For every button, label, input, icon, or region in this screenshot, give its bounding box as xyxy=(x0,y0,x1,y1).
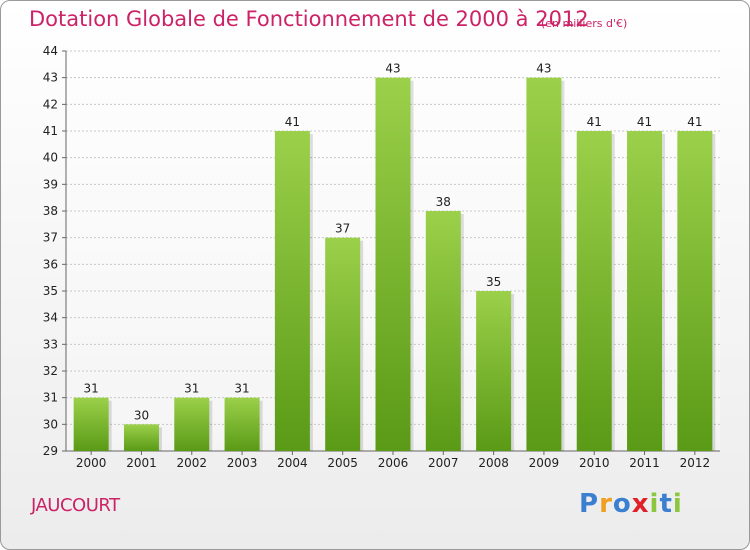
y-tick-label: 43 xyxy=(43,71,58,85)
bar xyxy=(73,397,109,451)
data-label: 37 xyxy=(335,222,350,236)
logo-letter: i xyxy=(649,489,660,519)
bar xyxy=(526,77,562,452)
logo-letter: P xyxy=(579,489,600,519)
bar xyxy=(375,77,411,452)
commune-name: JAUCOURT xyxy=(31,495,120,516)
y-tick-label: 30 xyxy=(43,417,58,431)
x-tick-label: 2006 xyxy=(378,456,409,470)
x-tick-label: 2003 xyxy=(227,456,258,470)
y-tick-label: 44 xyxy=(43,44,58,58)
x-tick-label: 2001 xyxy=(126,456,157,470)
y-tick-label: 39 xyxy=(43,177,58,191)
x-tick-label: 2009 xyxy=(529,456,560,470)
data-label: 41 xyxy=(637,115,652,129)
y-tick-label: 37 xyxy=(43,231,58,245)
bar xyxy=(677,131,713,451)
bar xyxy=(123,424,159,451)
data-label: 30 xyxy=(134,408,149,422)
bar xyxy=(325,237,361,451)
proxiti-logo: Proxiti xyxy=(579,489,683,519)
x-tick-label: 2007 xyxy=(428,456,459,470)
x-tick-label: 2010 xyxy=(579,456,610,470)
bar xyxy=(224,397,260,451)
y-tick-label: 35 xyxy=(43,284,58,298)
y-tick-label: 31 xyxy=(43,391,58,405)
x-tick-label: 2000 xyxy=(76,456,107,470)
y-tick-label: 41 xyxy=(43,124,58,138)
data-label: 43 xyxy=(536,62,551,76)
bar xyxy=(274,131,310,451)
data-label: 41 xyxy=(285,115,300,129)
logo-letter: x xyxy=(631,489,650,519)
data-label: 31 xyxy=(234,382,249,396)
data-label: 31 xyxy=(84,382,99,396)
y-tick-label: 34 xyxy=(43,311,58,325)
data-label: 41 xyxy=(587,115,602,129)
x-tick-label: 2012 xyxy=(680,456,711,470)
chart-subtitle: (en milliers d'€) xyxy=(541,17,628,30)
data-label: 31 xyxy=(184,382,199,396)
bar xyxy=(425,211,461,451)
data-label: 35 xyxy=(486,275,501,289)
y-tick-label: 29 xyxy=(43,444,58,458)
logo-letter: r xyxy=(599,489,613,519)
data-label: 38 xyxy=(436,195,451,209)
y-tick-label: 32 xyxy=(43,364,58,378)
bar xyxy=(174,397,210,451)
logo-letter: i xyxy=(672,489,683,519)
data-label: 41 xyxy=(687,115,702,129)
y-tick-label: 36 xyxy=(43,257,58,271)
chart-title: Dotation Globale de Fonctionnement de 20… xyxy=(29,7,589,31)
y-tick-label: 42 xyxy=(43,97,58,111)
bar xyxy=(576,131,612,451)
y-tick-label: 33 xyxy=(43,337,58,351)
logo-letter: o xyxy=(612,489,632,519)
x-tick-label: 2005 xyxy=(327,456,358,470)
x-tick-label: 2008 xyxy=(478,456,509,470)
logo-letter: t xyxy=(659,489,673,519)
x-tick-label: 2011 xyxy=(629,456,660,470)
y-tick-label: 40 xyxy=(43,151,58,165)
bar xyxy=(476,291,512,451)
x-tick-label: 2002 xyxy=(176,456,207,470)
y-tick-label: 38 xyxy=(43,204,58,218)
data-label: 43 xyxy=(385,62,400,76)
x-tick-label: 2004 xyxy=(277,456,308,470)
bar xyxy=(627,131,663,451)
